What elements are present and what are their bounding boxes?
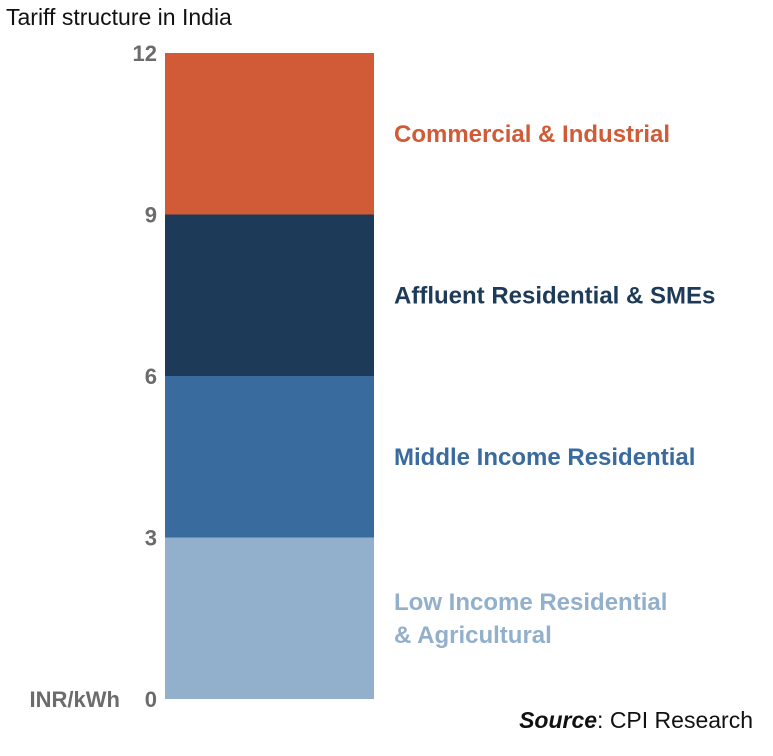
y-axis-unit-label: INR/kWh bbox=[30, 687, 120, 712]
y-tick-label-0: 0 bbox=[145, 687, 157, 712]
y-tick-label-4: 12 bbox=[133, 41, 157, 66]
segment-label-0-1: & Agricultural bbox=[394, 622, 552, 649]
y-tick-label-1: 3 bbox=[145, 526, 157, 551]
bar-segment-2 bbox=[165, 214, 374, 376]
bar-segment-3 bbox=[165, 53, 374, 215]
bar-segment-1 bbox=[165, 376, 374, 538]
chart-title: Tariff structure in India bbox=[6, 4, 232, 30]
segment-label-1-0: Middle Income Residential bbox=[394, 444, 695, 471]
bar-segment-0 bbox=[165, 537, 374, 699]
source-label: Source bbox=[519, 707, 598, 733]
y-tick-label-3: 9 bbox=[145, 203, 157, 228]
segment-label-3-0: Commercial & Industrial bbox=[394, 121, 670, 148]
source-text: : CPI Research bbox=[597, 707, 753, 733]
segment-label-0-0: Low Income Residential bbox=[394, 589, 667, 616]
y-tick-label-2: 6 bbox=[145, 364, 157, 389]
source-note: Source: CPI Research bbox=[519, 707, 753, 734]
segment-label-2-0: Affluent Residential & SMEs bbox=[394, 282, 715, 309]
